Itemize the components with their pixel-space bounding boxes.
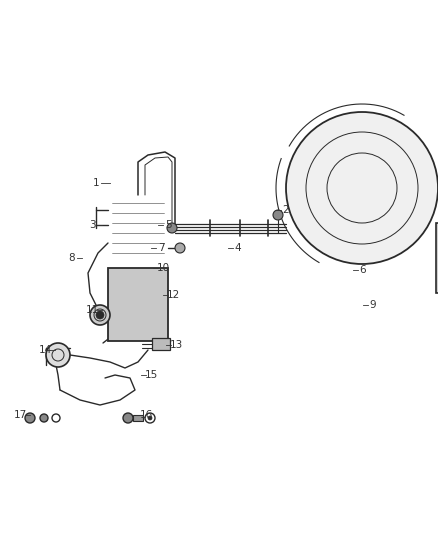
- Bar: [108, 268, 168, 341]
- Text: 11: 11: [85, 305, 99, 315]
- Text: 13: 13: [170, 340, 183, 350]
- Text: 9: 9: [370, 300, 376, 310]
- Text: 15: 15: [145, 370, 158, 380]
- Text: 4: 4: [235, 243, 241, 253]
- Text: 12: 12: [166, 290, 180, 300]
- Text: 10: 10: [156, 263, 170, 273]
- Circle shape: [25, 413, 35, 423]
- Text: 2: 2: [283, 205, 290, 215]
- Circle shape: [175, 243, 185, 253]
- Text: 16: 16: [139, 410, 152, 420]
- Circle shape: [40, 414, 48, 422]
- Bar: [152, 338, 170, 350]
- Text: 7: 7: [158, 243, 164, 253]
- Text: 14: 14: [39, 345, 52, 355]
- Circle shape: [90, 305, 110, 325]
- Circle shape: [167, 223, 177, 233]
- Circle shape: [46, 343, 70, 367]
- Circle shape: [286, 112, 438, 264]
- Circle shape: [273, 210, 283, 220]
- Text: 3: 3: [88, 220, 95, 230]
- Bar: [133, 415, 143, 421]
- Text: 6: 6: [360, 265, 366, 275]
- Circle shape: [96, 311, 104, 319]
- Circle shape: [148, 416, 152, 420]
- Text: 1: 1: [93, 178, 99, 188]
- Text: 5: 5: [165, 220, 171, 230]
- Circle shape: [123, 413, 133, 423]
- Text: 8: 8: [69, 253, 75, 263]
- Bar: [436, 223, 438, 293]
- Text: 17: 17: [14, 410, 27, 420]
